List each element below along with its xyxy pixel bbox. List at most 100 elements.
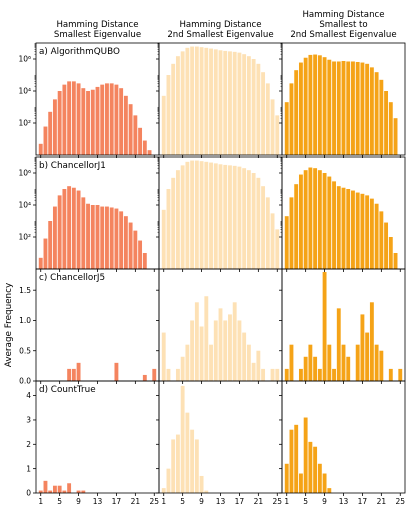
bar xyxy=(218,50,223,155)
bar xyxy=(194,46,199,155)
bar xyxy=(294,424,299,493)
bar xyxy=(332,61,336,156)
y-axis-label: Average Frequency xyxy=(4,283,14,367)
y-tick-label: 0.5 xyxy=(19,346,31,355)
bar xyxy=(81,197,86,269)
bar xyxy=(322,173,327,269)
bar xyxy=(109,83,114,155)
bar xyxy=(152,368,157,381)
x-tick-label: 13 xyxy=(93,497,103,506)
bar xyxy=(246,344,251,381)
bar xyxy=(90,205,95,269)
bar xyxy=(393,253,398,269)
bar xyxy=(199,161,204,269)
panel-r3-c2 xyxy=(156,268,283,384)
x-tick-label: 21 xyxy=(131,497,141,506)
bar xyxy=(341,187,346,269)
bar xyxy=(48,111,53,155)
bar xyxy=(67,81,72,155)
bar xyxy=(308,54,313,155)
bar xyxy=(114,208,119,269)
x-tick-label: 9 xyxy=(199,497,204,506)
bar xyxy=(223,320,228,381)
bar xyxy=(62,84,67,155)
bar xyxy=(199,326,204,381)
bar xyxy=(355,192,360,269)
bar xyxy=(228,165,232,269)
bar xyxy=(346,356,351,381)
x-tick-label: 25 xyxy=(272,497,282,506)
bar xyxy=(105,83,109,155)
panel-r1-c1: 10² 10⁴ 10⁶ xyxy=(18,42,160,158)
x-tick-label: 21 xyxy=(254,497,264,506)
panel-r3-c1: 0.0 0.5 1.0 1.5 xyxy=(19,268,160,386)
bar xyxy=(95,86,100,155)
bar xyxy=(71,368,76,381)
y-tick-label: 10⁶ xyxy=(18,55,31,64)
bar xyxy=(261,186,266,269)
column-title-3-line-2: Smallest to xyxy=(319,20,367,30)
bar xyxy=(86,91,90,155)
bar xyxy=(327,488,332,493)
bar xyxy=(123,95,128,155)
bar xyxy=(317,170,322,269)
bar xyxy=(256,63,261,155)
bar xyxy=(294,184,299,269)
bar xyxy=(341,61,346,155)
bar xyxy=(242,54,247,155)
x-tick-label: 25 xyxy=(149,497,159,506)
bar xyxy=(67,483,72,493)
bar xyxy=(194,302,199,381)
row-label-1: a) AlgorithmQUBO xyxy=(39,47,120,57)
bar xyxy=(204,296,209,381)
bar xyxy=(213,163,218,269)
bar xyxy=(175,56,180,155)
bar xyxy=(308,167,313,269)
bar xyxy=(246,56,251,155)
bar xyxy=(346,61,351,156)
bar xyxy=(199,47,204,155)
bar xyxy=(289,83,294,155)
y-tick-label: 0 xyxy=(26,489,31,498)
bar xyxy=(62,490,67,493)
bar xyxy=(246,170,251,269)
bar xyxy=(336,308,341,381)
bar xyxy=(355,344,360,381)
bar xyxy=(138,127,143,155)
bar xyxy=(95,205,100,269)
bar xyxy=(90,89,95,155)
bar xyxy=(119,211,124,269)
bar xyxy=(71,81,76,155)
panel-r1-c2 xyxy=(156,42,283,158)
bar xyxy=(270,368,275,381)
x-tick-label: 21 xyxy=(377,497,387,506)
bar xyxy=(336,61,341,156)
panel-r2-c3 xyxy=(279,156,406,272)
y-tick-label: 10⁴ xyxy=(18,201,31,210)
bar xyxy=(114,84,119,155)
bar xyxy=(308,441,313,493)
bar xyxy=(109,207,114,269)
x-tick-label: 17 xyxy=(235,497,245,506)
x-tick-label: 9 xyxy=(322,497,327,506)
bar xyxy=(161,95,166,155)
bar xyxy=(62,189,67,269)
bar xyxy=(251,173,256,269)
bar xyxy=(237,320,242,381)
bar xyxy=(190,46,195,155)
bar xyxy=(332,368,336,381)
y-tick-label: 0.0 xyxy=(19,377,31,386)
bar xyxy=(317,463,322,493)
y-tick-label: 10⁴ xyxy=(18,87,31,96)
bar xyxy=(303,57,308,156)
bar xyxy=(43,126,48,155)
bar xyxy=(161,488,166,493)
column-title-2-line-2: 2nd Smallest Eigenvalue xyxy=(167,30,273,40)
bar xyxy=(180,356,185,381)
bar xyxy=(142,374,147,381)
bar xyxy=(204,47,209,155)
x-tick-label: 5 xyxy=(57,497,62,506)
bar xyxy=(57,485,62,493)
bar xyxy=(48,221,53,269)
